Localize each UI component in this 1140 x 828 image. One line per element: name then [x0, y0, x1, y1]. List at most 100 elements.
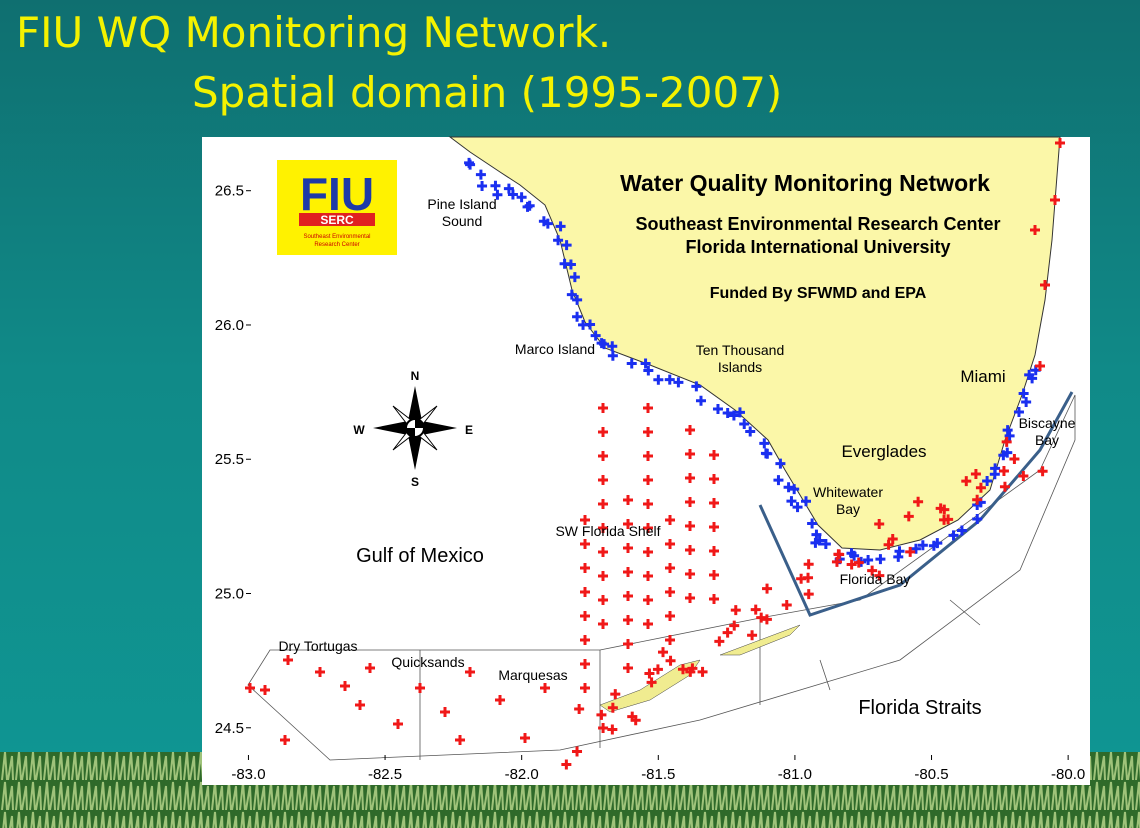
station-red: [580, 539, 590, 549]
station-red: [970, 469, 981, 480]
x-tick-label: -81.0: [778, 766, 812, 783]
station-blue: [972, 513, 983, 524]
station-red: [580, 563, 590, 573]
station-red: [685, 569, 695, 579]
x-tick-label: -80.5: [914, 766, 948, 783]
station-red: [709, 522, 719, 532]
station-blue: [807, 518, 818, 529]
station-red: [761, 614, 772, 625]
station-red: [643, 595, 653, 605]
station-red: [867, 565, 878, 576]
station-blue: [745, 426, 756, 437]
station-red: [598, 595, 608, 605]
place-label: Miami: [960, 367, 1005, 386]
station-red: [846, 559, 857, 570]
station-red: [580, 587, 590, 597]
x-tick-label: -81.5: [641, 766, 675, 783]
station-red: [465, 667, 475, 677]
station-blue: [565, 259, 576, 270]
station-red: [665, 587, 675, 597]
station-red: [687, 663, 698, 674]
station-blue: [673, 377, 684, 388]
station-red: [623, 639, 633, 649]
station-red: [598, 619, 608, 629]
station-red: [874, 519, 885, 529]
station-red: [580, 683, 590, 693]
station-red: [643, 523, 653, 533]
station-red: [709, 570, 719, 580]
station-red: [665, 539, 675, 549]
y-tick-label: 24.5: [215, 720, 244, 737]
station-blue: [1013, 406, 1024, 417]
map-heading: Water Quality Monitoring Network: [620, 170, 990, 196]
place-label: Sound: [442, 213, 482, 229]
station-red: [315, 667, 325, 677]
logo-box: [277, 160, 397, 255]
station-red: [623, 615, 633, 625]
map-heading: Southeast Environmental Research Center: [635, 214, 1000, 234]
station-red: [685, 497, 695, 507]
place-label: Bay: [836, 501, 860, 517]
place-label: Florida Bay: [840, 571, 911, 587]
station-red: [598, 427, 608, 437]
station-red: [831, 556, 842, 567]
station-blue: [492, 189, 503, 200]
station-blue: [691, 381, 702, 392]
station-red: [365, 663, 375, 673]
station-red: [685, 473, 695, 483]
y-tick-label: 25.5: [215, 451, 244, 468]
compass-label: S: [411, 475, 419, 489]
station-red: [972, 494, 983, 505]
place-label: Whitewater: [813, 484, 883, 500]
station-blue: [477, 181, 488, 192]
logo-unit: SERC: [320, 213, 354, 227]
station-red: [623, 567, 633, 577]
station-red: [623, 495, 633, 505]
station-blue: [553, 235, 564, 246]
station-red: [943, 514, 954, 525]
station-red: [598, 403, 608, 413]
y-tick-label: 25.0: [215, 586, 244, 603]
station-blue: [572, 294, 583, 305]
logo-caption: Research Center: [314, 242, 359, 248]
station-red: [665, 611, 675, 621]
title-line: Spatial domain (1995-2007): [192, 68, 783, 117]
station-red: [709, 474, 719, 484]
station-blue: [982, 475, 993, 486]
station-red: [283, 655, 293, 665]
station-blue: [1021, 396, 1032, 407]
station-blue: [759, 438, 770, 449]
station-red: [574, 703, 585, 714]
station-blue: [773, 475, 784, 486]
station-red: [658, 647, 669, 658]
station-red: [280, 735, 290, 745]
station-blue: [640, 358, 651, 369]
station-red: [598, 547, 608, 557]
station-red: [646, 677, 657, 688]
station-red: [623, 519, 633, 529]
station-red: [747, 630, 758, 641]
place-label: Islands: [718, 359, 762, 375]
keys: [599, 624, 801, 713]
station-red: [834, 549, 845, 560]
station-blue: [814, 535, 825, 546]
station-blue: [490, 180, 501, 191]
station-blue: [775, 458, 786, 469]
station-blue: [917, 540, 928, 551]
station-blue: [465, 159, 476, 170]
station-red: [1030, 225, 1040, 235]
station-blue: [1002, 425, 1013, 436]
station-blue: [910, 543, 921, 554]
station-red: [903, 511, 914, 522]
station-red: [913, 496, 924, 507]
station-red: [644, 668, 655, 679]
station-red: [643, 403, 653, 413]
station-red: [1018, 471, 1029, 482]
station-blue: [607, 350, 618, 361]
place-label: SW Florida Shelf: [555, 523, 660, 539]
station-red: [598, 723, 609, 734]
station-blue: [786, 496, 797, 507]
place-label: Quicksands: [391, 654, 464, 670]
station-blue: [596, 338, 607, 349]
compass-label: W: [353, 423, 365, 437]
